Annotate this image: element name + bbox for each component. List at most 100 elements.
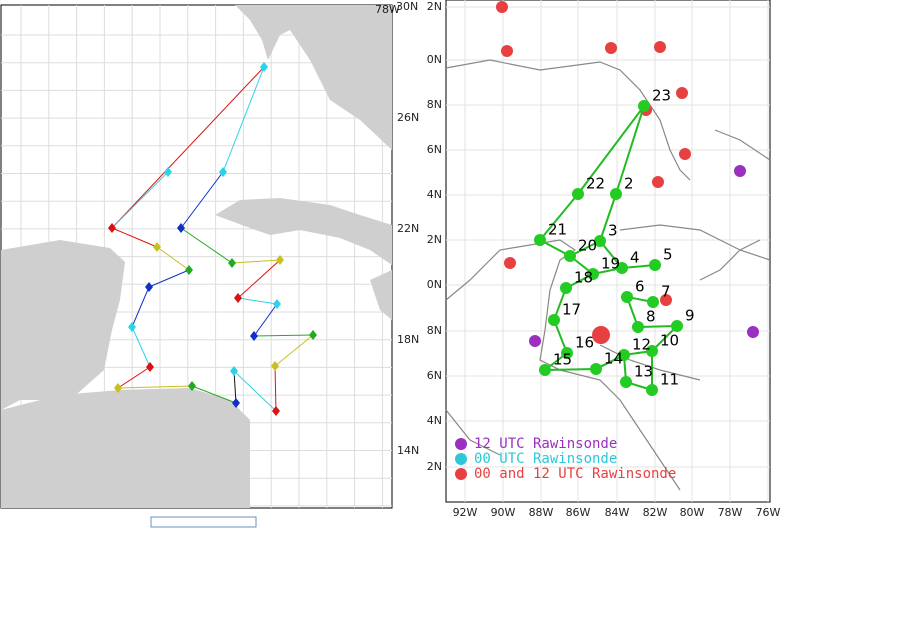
drop-point: [610, 188, 622, 200]
station-both: [592, 326, 610, 344]
point-label: 17: [562, 301, 581, 319]
track-point: [232, 398, 240, 408]
legend-label: 00 UTC Rawinsonde: [474, 451, 617, 467]
track-point: [177, 223, 185, 233]
drop-point: [621, 291, 633, 303]
lon-label: 86W: [566, 506, 591, 519]
point-label: 2: [624, 175, 634, 193]
track-segment: [111, 66, 265, 229]
lon-label: 82W: [643, 506, 668, 519]
lat-label: 30N: [396, 0, 418, 13]
track-point: [128, 322, 136, 332]
track-segment: [222, 66, 265, 173]
track-point: [114, 383, 122, 393]
track-point: [185, 265, 193, 275]
lat-label: 8N: [427, 324, 442, 337]
point-label: 10: [660, 332, 679, 350]
track-segment: [233, 370, 277, 412]
track-segment: [253, 334, 314, 337]
point-label: 15: [553, 351, 572, 369]
point-label: 21: [548, 221, 567, 239]
track-segment: [233, 370, 237, 404]
lon-label: 92W: [453, 506, 478, 519]
drop-point: [620, 376, 632, 388]
drop-point: [632, 321, 644, 333]
drop-point: [671, 320, 683, 332]
drop-point: [594, 235, 606, 247]
left-map: [0, 4, 393, 528]
lon-label: 84W: [605, 506, 630, 519]
drop-point: [647, 296, 659, 308]
station-both: [654, 41, 666, 53]
corner-label: 78W: [375, 3, 400, 16]
lat-label: 2N: [427, 460, 442, 473]
track-segment: [274, 365, 277, 412]
legend-marker: [455, 453, 467, 465]
point-label: 23: [652, 87, 671, 105]
drop-point: [572, 188, 584, 200]
track-point: [276, 255, 284, 265]
track-segment: [237, 259, 281, 299]
track-segment: [156, 246, 190, 271]
drop-point: [649, 259, 661, 271]
legend-label: 00 and 12 UTC Rawinsonde: [474, 466, 676, 482]
point-label: 20: [578, 237, 597, 255]
lat-label: 0N: [427, 278, 442, 291]
track-point: [145, 282, 153, 292]
station-both: [660, 294, 672, 306]
track-point: [260, 62, 268, 72]
flight-leg: [577, 105, 645, 195]
point-label: 8: [646, 308, 656, 326]
drop-point: [534, 234, 546, 246]
point-label: 9: [685, 307, 695, 325]
flight-leg: [637, 325, 678, 328]
track-segment: [117, 366, 151, 389]
track-point: [228, 258, 236, 268]
track-point: [164, 167, 172, 177]
lat-label: 8N: [427, 98, 442, 111]
drop-point: [560, 282, 572, 294]
station-12utc: [529, 335, 541, 347]
lon-label: 80W: [680, 506, 705, 519]
point-label: 14: [604, 350, 623, 368]
lon-label: 76W: [756, 506, 781, 519]
drop-point: [638, 100, 650, 112]
track-segment: [180, 227, 233, 264]
right-coast: [445, 59, 771, 491]
left-land: [1, 5, 392, 508]
track-point: [234, 293, 242, 303]
lat-label: 4N: [427, 188, 442, 201]
legend-marker: [455, 468, 467, 480]
track-segment: [180, 171, 224, 229]
button[interactable]: [150, 516, 257, 528]
point-label: 7: [661, 283, 671, 301]
lat-label: 4N: [427, 414, 442, 427]
track-segment: [274, 334, 314, 367]
station-both: [676, 87, 688, 99]
track-point: [188, 381, 196, 391]
track-point: [108, 223, 116, 233]
lat-label: 6N: [427, 143, 442, 156]
track-point: [272, 406, 280, 416]
drop-point: [616, 262, 628, 274]
flight-leg: [539, 193, 579, 241]
station-12utc: [747, 326, 759, 338]
point-label: 16: [575, 334, 594, 352]
track-point: [230, 366, 238, 376]
drop-point: [564, 250, 576, 262]
track-segment: [231, 259, 281, 264]
station-both: [501, 45, 513, 57]
track-point: [273, 299, 281, 309]
station-both: [496, 1, 508, 13]
lon-label: 90W: [491, 506, 516, 519]
point-label: 6: [635, 278, 645, 296]
lon-label: 78W: [718, 506, 743, 519]
track-segment: [131, 326, 151, 368]
point-label: 22: [586, 175, 605, 193]
station-both: [652, 176, 664, 188]
flight-leg: [615, 105, 645, 195]
point-label: 11: [660, 371, 679, 389]
track-segment: [117, 385, 193, 389]
track-segment: [148, 269, 190, 288]
